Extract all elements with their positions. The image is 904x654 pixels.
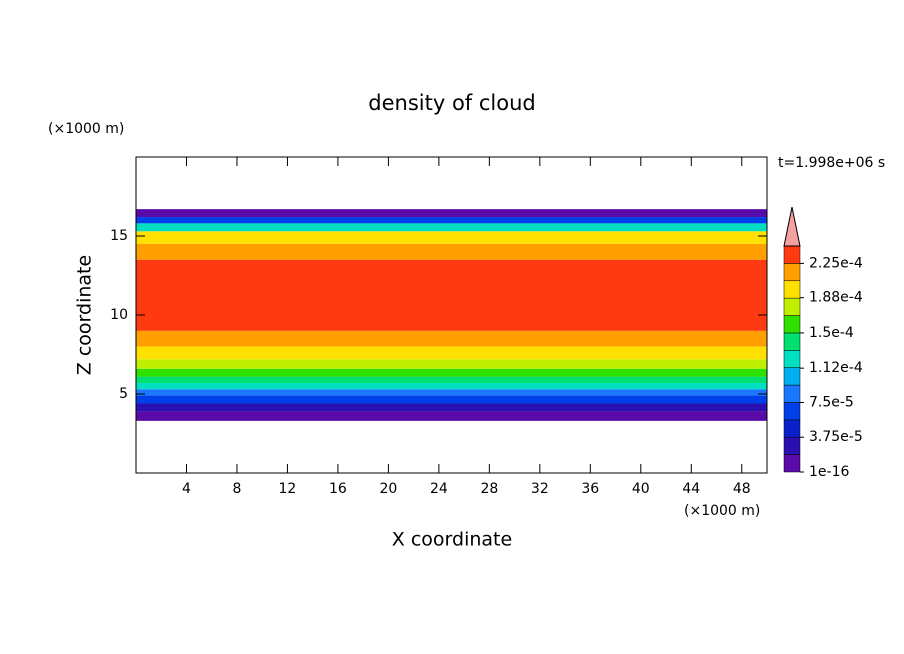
x-tick-label: 44	[682, 481, 700, 497]
density-band	[136, 209, 767, 218]
colorbar-tick-label: 1e-16	[809, 464, 849, 480]
density-band	[136, 395, 767, 404]
colorbar-tick-label: 1.12e-4	[809, 360, 863, 376]
x-tick-label: 4	[182, 481, 191, 497]
density-band	[136, 411, 767, 421]
density-band	[136, 330, 767, 347]
colorbar-band	[783, 436, 801, 455]
x-tick-label: 32	[531, 481, 549, 497]
x-tick-label: 16	[329, 481, 347, 497]
density-band	[136, 368, 767, 377]
colorbar-band	[783, 419, 801, 438]
density-band	[136, 359, 767, 369]
colorbar-extend	[783, 206, 801, 247]
colorbar-band	[783, 332, 801, 351]
density-band	[136, 259, 767, 331]
x-axis-label: X coordinate	[392, 529, 512, 551]
chart-title: density of cloud	[368, 91, 535, 115]
y-axis-label: Z coordinate	[74, 255, 96, 375]
density-band	[136, 223, 767, 232]
density-band	[136, 389, 767, 396]
x-tick-label: 36	[581, 481, 599, 497]
y-tick-label: 15	[110, 228, 128, 244]
x-tick-label: 8	[232, 481, 241, 497]
x-tick-label: 12	[279, 481, 297, 497]
density-band	[136, 376, 767, 383]
colorbar-band	[783, 315, 801, 334]
time-label: t=1.998e+06 s	[778, 155, 885, 171]
x-tick-label: 40	[632, 481, 650, 497]
colorbar-band	[783, 350, 801, 368]
y-tick-label: 10	[110, 307, 128, 323]
colorbar-band	[783, 245, 801, 264]
colorbar-tick-label: 7.5e-5	[809, 394, 854, 410]
colorbar-tick-label: 1.88e-4	[809, 290, 863, 306]
density-band	[136, 231, 767, 244]
x-unit: (×1000 m)	[684, 503, 760, 519]
density-band	[136, 403, 767, 412]
x-tick-label: 24	[430, 481, 448, 497]
colorbar-tick-label: 3.75e-5	[809, 429, 863, 445]
density-band	[136, 382, 767, 390]
x-tick-label: 28	[480, 481, 498, 497]
colorbar-band	[783, 297, 801, 316]
colorbar-band	[783, 263, 801, 282]
colorbar-tick-label: 1.5e-4	[809, 325, 854, 341]
x-tick-label: 48	[733, 481, 751, 497]
y-tick-label: 5	[119, 386, 128, 402]
density-band	[136, 217, 767, 224]
density-band	[136, 346, 767, 360]
colorbar-band	[783, 367, 801, 386]
colorbar-tick-label: 2.25e-4	[809, 255, 863, 271]
colorbar-band	[783, 454, 801, 473]
x-tick-label: 20	[379, 481, 397, 497]
y-unit: (×1000 m)	[48, 121, 124, 137]
colorbar-band	[783, 402, 801, 421]
colorbar-band	[783, 384, 801, 403]
density-band	[136, 243, 767, 260]
colorbar-band	[783, 280, 801, 299]
